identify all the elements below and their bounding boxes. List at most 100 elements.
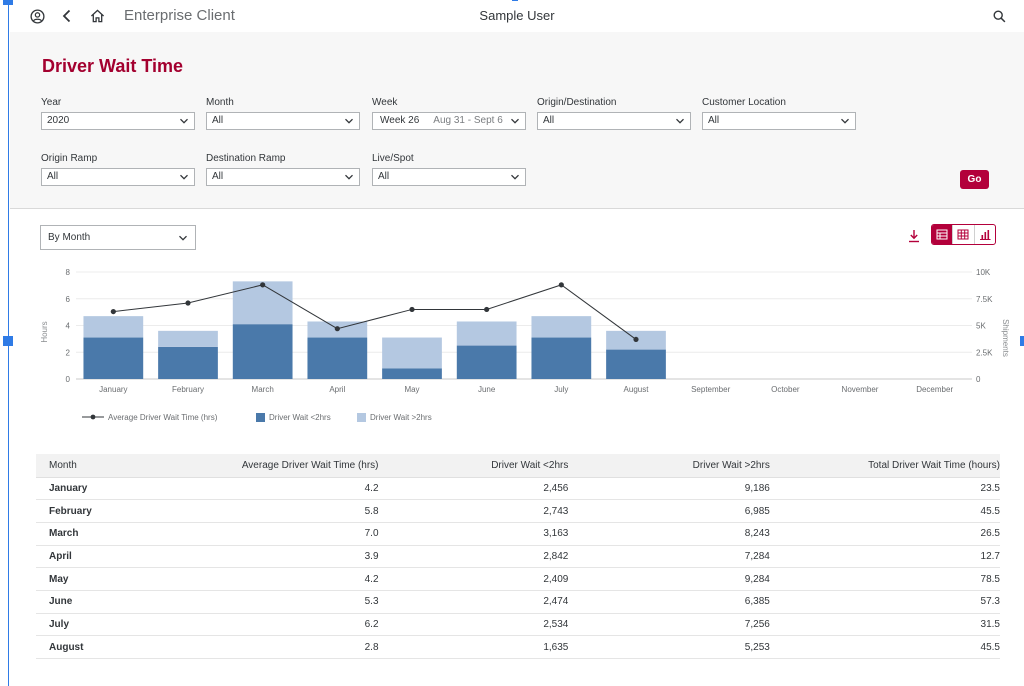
- week-range: Aug 31 - Sept 6: [433, 115, 503, 126]
- home-button[interactable]: [87, 6, 107, 26]
- bar-wait-under-2hrs: [83, 337, 144, 379]
- customer-location-value: All: [708, 115, 720, 126]
- user-name[interactable]: Sample User: [479, 8, 555, 23]
- column-header[interactable]: Total Driver Wait Time (hours): [769, 454, 1000, 478]
- group-by-select[interactable]: By Month: [40, 225, 196, 250]
- year-filter: Year 2020: [41, 96, 195, 130]
- origin-ramp-label: Origin Ramp: [41, 153, 98, 164]
- value-cell: 57.3: [769, 590, 1000, 614]
- x-tick-label: October: [771, 385, 800, 394]
- selection-handle[interactable]: [3, 336, 13, 346]
- week-label: Week: [372, 97, 398, 108]
- bar-wait-over-2hrs: [382, 337, 442, 369]
- week-filter: Week Week 26 Aug 31 - Sept 6: [372, 96, 526, 130]
- live-spot-filter: Live/Spot All: [372, 152, 526, 186]
- origin-destination-filter: Origin/Destination All: [537, 96, 691, 130]
- value-cell: 9,284: [568, 567, 770, 591]
- value-cell: 3,163: [378, 522, 569, 546]
- value-cell: 3.9: [195, 545, 379, 569]
- chart-view-button[interactable]: [973, 225, 995, 244]
- value-cell: 7,256: [568, 613, 770, 637]
- x-tick-label: February: [172, 385, 204, 394]
- legend-label: Driver Wait >2hrs: [370, 413, 432, 422]
- column-header[interactable]: Month: [36, 454, 196, 478]
- value-cell: 2,409: [378, 567, 569, 591]
- legend-label: Driver Wait <2hrs: [269, 413, 331, 422]
- month-cell: June: [36, 590, 196, 614]
- bar-wait-under-2hrs: [606, 349, 666, 379]
- table-row[interactable]: March 7.0 3,163 8,243 26.5: [36, 522, 1000, 546]
- table-row[interactable]: January 4.2 2,456 9,186 23.5: [36, 477, 1000, 501]
- bar-wait-under-2hrs: [307, 337, 368, 379]
- driver-wait-table: Month Average Driver Wait Time (hrs) Dri…: [36, 454, 1000, 659]
- average-wait-line: [113, 284, 637, 340]
- week-select[interactable]: Week 26 Aug 31 - Sept 6: [372, 112, 526, 130]
- value-cell: 2,456: [378, 477, 569, 501]
- column-header[interactable]: Driver Wait <2hrs: [378, 454, 569, 478]
- x-tick-label: January: [99, 385, 127, 394]
- column-header[interactable]: Driver Wait >2hrs: [568, 454, 770, 478]
- y-right-tick-label: 0: [976, 375, 981, 384]
- live-spot-select[interactable]: All: [372, 168, 526, 186]
- group-by-value: By Month: [48, 232, 91, 243]
- month-cell: May: [36, 567, 196, 591]
- value-cell: 7.0: [195, 522, 379, 546]
- value-cell: 2,474: [378, 590, 569, 614]
- month-select[interactable]: All: [206, 112, 360, 130]
- y-left-tick-label: 6: [66, 295, 71, 304]
- origin-ramp-select[interactable]: All: [41, 168, 195, 186]
- month-cell: February: [36, 499, 196, 523]
- table-row[interactable]: August 2.8 1,635 5,253 45.5: [36, 635, 1000, 659]
- origin-destination-label: Origin/Destination: [537, 97, 617, 108]
- selection-handle[interactable]: [512, 0, 518, 1]
- search-button[interactable]: [989, 6, 1009, 26]
- view-switcher: [931, 224, 996, 245]
- selection-handle[interactable]: [3, 0, 13, 5]
- back-button[interactable]: [57, 6, 77, 26]
- bar-wait-under-2hrs: [531, 337, 592, 379]
- value-cell: 23.5: [769, 477, 1000, 501]
- selection-handle[interactable]: [1020, 336, 1024, 346]
- table-row[interactable]: February 5.8 2,743 6,985 45.5: [36, 499, 1000, 523]
- customer-location-select[interactable]: All: [702, 112, 856, 130]
- column-header[interactable]: Average Driver Wait Time (hrs): [195, 454, 379, 478]
- year-select[interactable]: 2020: [41, 112, 195, 130]
- user-circle-icon: [29, 8, 45, 24]
- chevron-down-icon: [511, 174, 519, 180]
- value-cell: 45.5: [769, 635, 1000, 659]
- destination-ramp-value: All: [212, 171, 224, 182]
- value-cell: 78.5: [769, 567, 1000, 591]
- y-right-tick-label: 7.5K: [976, 295, 993, 304]
- value-cell: 4.2: [195, 477, 379, 501]
- destination-ramp-select[interactable]: All: [206, 168, 360, 186]
- origin-ramp-value: All: [47, 171, 59, 182]
- table-header-row: Month Average Driver Wait Time (hrs) Dri…: [36, 454, 1000, 478]
- table-row[interactable]: April 3.9 2,842 7,284 12.7: [36, 545, 1000, 569]
- table-view-button[interactable]: [952, 225, 973, 244]
- table-row[interactable]: July 6.2 2,534 7,256 31.5: [36, 613, 1000, 637]
- table-icon: [957, 229, 969, 240]
- y-left-tick-label: 2: [66, 348, 71, 357]
- value-cell: 6.2: [195, 613, 379, 637]
- x-tick-label: April: [329, 385, 345, 394]
- go-button[interactable]: Go: [960, 170, 989, 189]
- y-right-tick-label: 2.5K: [976, 348, 993, 357]
- value-cell: 2,842: [378, 545, 569, 569]
- bar-wait-over-2hrs: [158, 330, 218, 347]
- origin-destination-select[interactable]: All: [537, 112, 691, 130]
- month-cell: January: [36, 477, 196, 501]
- chart-table-view-button[interactable]: [932, 225, 953, 244]
- x-tick-label: November: [842, 385, 879, 394]
- table-row[interactable]: June 5.3 2,474 6,385 57.3: [36, 590, 1000, 614]
- month-cell: March: [36, 522, 196, 546]
- average-wait-point: [409, 306, 415, 313]
- legend-swatch: [357, 413, 366, 422]
- customer-location-filter: Customer Location All: [702, 96, 856, 130]
- table-body: January 4.2 2,456 9,186 23.5 February 5.8 2,743…: [36, 477, 1000, 659]
- page-title: Driver Wait Time: [42, 56, 184, 76]
- value-cell: 8,243: [568, 522, 770, 546]
- profile-button[interactable]: [27, 6, 47, 26]
- y-right-tick-label: 5K: [976, 322, 986, 331]
- table-row[interactable]: May 4.2 2,409 9,284 78.5: [36, 567, 1000, 591]
- download-button[interactable]: [906, 228, 922, 244]
